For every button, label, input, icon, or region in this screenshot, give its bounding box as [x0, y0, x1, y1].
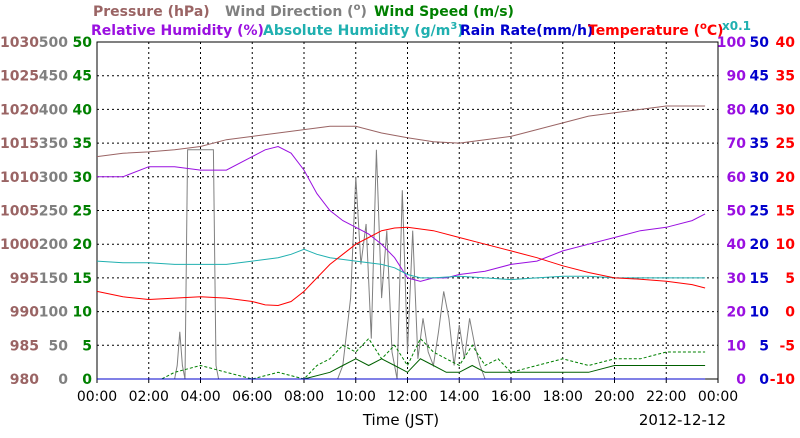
- humidity-tick-label: 40: [727, 237, 747, 253]
- humidity-tick-label: 70: [727, 136, 747, 152]
- wind-direction-tick-label: 150: [39, 271, 68, 287]
- x-tick-label: 16:00: [491, 389, 531, 405]
- x-tick-label: 14:00: [439, 389, 479, 405]
- wind-direction-tick-label: 300: [39, 170, 68, 186]
- temperature-tick-label: 25: [776, 136, 795, 152]
- humidity-tick-label: 90: [727, 69, 747, 85]
- series-line-wind-speed: [97, 337, 706, 380]
- rain-rate-tick-label: 50: [750, 35, 770, 51]
- row2-legend-entry: Temperature (oC): [588, 21, 724, 39]
- row2-legend-entry: Absolute Humidity (g/m3): [263, 21, 464, 39]
- row1-legend-entry: Wind Direction (o): [225, 2, 367, 20]
- x-tick-label: 18:00: [543, 389, 583, 405]
- wind-direction-tick-label: 400: [39, 102, 68, 118]
- pressure-tick-label: 990: [10, 305, 39, 321]
- row1-legend-entry: Wind Speed (m/s): [374, 4, 514, 20]
- rain-rate-tick-label: 30: [750, 170, 770, 186]
- pressure-tick-label: 985: [10, 338, 39, 354]
- wind-direction-tick-label: 350: [39, 136, 68, 152]
- temperature-tick-label: 30: [776, 102, 796, 118]
- humidity-tick-label: 100: [717, 35, 746, 51]
- wind-speed-tick-label: 40: [73, 102, 93, 118]
- x-tick-label: 22:00: [646, 389, 686, 405]
- series-line-temperature-c: [96, 226, 706, 307]
- wind-speed-tick-label: 10: [73, 305, 93, 321]
- rain-rate-tick-label: 25: [750, 204, 769, 220]
- rain-rate-tick-label: 40: [750, 102, 770, 118]
- temperature-tick-label: 35: [776, 69, 795, 85]
- temperature-tick-label: 0: [785, 305, 795, 321]
- date-label: 2012-12-12: [639, 411, 726, 429]
- pressure-tick-label: 995: [10, 271, 39, 287]
- x-tick-label: 04:00: [180, 389, 220, 405]
- rain-rate-tick-label: 5: [759, 338, 769, 354]
- rain-rate-tick-label: 35: [750, 136, 769, 152]
- x-tick-label: 12:00: [387, 389, 427, 405]
- humidity-tick-label: 80: [727, 102, 747, 118]
- wind-direction-tick-label: 100: [39, 305, 68, 321]
- series-line-relative-humidity: [97, 145, 706, 282]
- wind-speed-tick-label: 45: [73, 69, 92, 85]
- humidity-tick-label: 20: [727, 305, 747, 321]
- humidity-tick-label: 50: [727, 204, 747, 220]
- wind-speed-tick-label: 0: [82, 372, 92, 388]
- pressure-tick-label: 1005: [0, 204, 39, 220]
- row2-legend-entry: Rain Rate(mm/h): [460, 23, 593, 39]
- series-line-absolute-humidity-g-m3-x0-1: [96, 248, 706, 281]
- wind-direction-tick-label: 0: [58, 372, 68, 388]
- wind-direction-tick-label: 50: [49, 338, 69, 354]
- pressure-tick-label: 1020: [0, 102, 39, 118]
- pressure-tick-label: 1010: [0, 170, 39, 186]
- wind-speed-tick-label: 15: [73, 271, 92, 287]
- humidity-tick-label: 10: [727, 338, 747, 354]
- wind-direction-tick-label: 500: [39, 35, 68, 51]
- wind-speed-tick-label: 50: [73, 35, 93, 51]
- wind-speed-tick-label: 5: [82, 338, 92, 354]
- x-tick-label: 02:00: [129, 389, 169, 405]
- pressure-tick-label: 1025: [0, 69, 39, 85]
- rain-rate-tick-label: 45: [750, 69, 769, 85]
- rain-rate-tick-label: 0: [759, 372, 769, 388]
- temperature-tick-label: 15: [776, 204, 795, 220]
- pressure-tick-label: 1015: [0, 136, 39, 152]
- temperature-tick-label: 40: [776, 35, 796, 51]
- row2-legend-entry: Relative Humidity (%): [91, 23, 264, 39]
- x-axis-label: Time (JST): [362, 411, 439, 429]
- temperature-tick-label: -10: [770, 372, 796, 388]
- wind-speed-tick-label: 30: [73, 170, 93, 186]
- temperature-tick-label: 20: [776, 170, 796, 186]
- x-tick-label: 00:00: [77, 389, 117, 405]
- humidity-tick-label: 0: [736, 372, 746, 388]
- x-tick-label: 20:00: [594, 389, 634, 405]
- x-tick-label: 10:00: [336, 389, 376, 405]
- scale-note: x0.1: [722, 19, 751, 33]
- wind-speed-tick-label: 35: [73, 136, 92, 152]
- wind-direction-tick-label: 250: [39, 204, 68, 220]
- series-line-wind-direction: [97, 149, 706, 380]
- temperature-tick-label: 5: [785, 271, 795, 287]
- humidity-tick-label: 60: [727, 170, 747, 186]
- series-line-pressure-hpa: [96, 105, 706, 158]
- rain-rate-tick-label: 15: [750, 271, 769, 287]
- x-tick-label: 00:00: [698, 389, 738, 405]
- temperature-tick-label: -5: [779, 338, 795, 354]
- wind-speed-tick-label: 20: [73, 237, 93, 253]
- humidity-tick-label: 30: [727, 271, 747, 287]
- pressure-tick-label: 980: [10, 372, 39, 388]
- row1-legend-entry: Pressure (hPa): [93, 4, 210, 20]
- rain-rate-tick-label: 10: [750, 305, 770, 321]
- x-tick-label: 08:00: [284, 389, 324, 405]
- rain-rate-tick-label: 20: [750, 237, 770, 253]
- wind-direction-tick-label: 450: [39, 69, 68, 85]
- x-tick-label: 06:00: [232, 389, 272, 405]
- pressure-tick-label: 1030: [0, 35, 39, 51]
- wind-direction-tick-label: 200: [39, 237, 68, 253]
- wind-speed-tick-label: 25: [73, 204, 92, 220]
- pressure-tick-label: 1000: [0, 237, 39, 253]
- temperature-tick-label: 10: [776, 237, 796, 253]
